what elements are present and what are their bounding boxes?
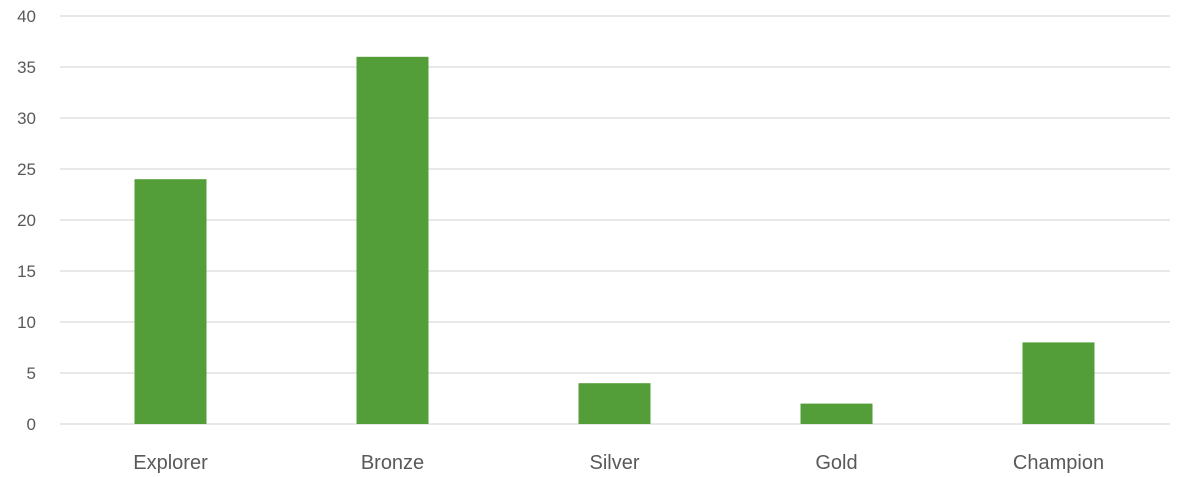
y-axis-ticks: 0 5 10 15 20 25 30 35 40 <box>17 7 36 434</box>
x-category-label-champion: Champion <box>1013 452 1104 474</box>
bar-gold <box>800 403 873 424</box>
y-tick-label: 30 <box>17 109 36 128</box>
x-category-label-bronze: Bronze <box>361 452 424 474</box>
x-category-label-silver: Silver <box>589 452 639 474</box>
y-tick-label: 15 <box>17 262 36 281</box>
x-axis-categories: Explorer Bronze Silver Gold Champion <box>133 452 1104 474</box>
x-category-label-explorer: Explorer <box>133 452 208 474</box>
y-tick-label: 35 <box>17 58 36 77</box>
bars <box>134 56 1095 425</box>
bar-silver <box>578 383 651 424</box>
y-tick-label: 0 <box>27 415 36 434</box>
bar-champion <box>1022 342 1095 424</box>
y-tick-label: 25 <box>17 160 36 179</box>
bar-bronze <box>356 56 429 425</box>
y-tick-label: 5 <box>27 364 36 383</box>
bar-explorer <box>134 179 207 424</box>
y-tick-label: 40 <box>17 7 36 26</box>
y-tick-label: 10 <box>17 313 36 332</box>
gridlines <box>60 15 1170 425</box>
y-tick-label: 20 <box>17 211 36 230</box>
x-category-label-gold: Gold <box>815 452 857 474</box>
